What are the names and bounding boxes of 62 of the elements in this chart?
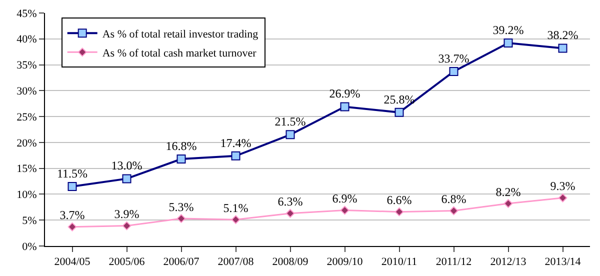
point xyxy=(504,38,513,48)
y-tick-label: 15% xyxy=(16,163,37,176)
point xyxy=(394,207,404,216)
x-tick-label: 2007/08 xyxy=(218,256,254,268)
x-tick-label: 2012/13 xyxy=(490,256,527,268)
data-label: 9.3% xyxy=(550,179,576,194)
y-tick-label: 0% xyxy=(22,240,37,253)
data-label: 6.6% xyxy=(386,193,412,208)
point xyxy=(176,214,186,223)
data-label: 16.8% xyxy=(166,139,197,154)
point xyxy=(340,102,350,112)
data-label: 5.1% xyxy=(223,200,248,215)
x-tick-label: 2009/10 xyxy=(326,256,364,268)
data-label: 39.2% xyxy=(492,23,524,38)
point xyxy=(449,206,458,216)
y-tick-label: 35% xyxy=(16,60,37,72)
x-tick-label: 2006/07 xyxy=(163,256,200,268)
data-label: 6.9% xyxy=(332,192,358,206)
legend-label: As % of total retail investor trading xyxy=(102,28,259,40)
x-tick-label: 2011/12 xyxy=(436,256,472,268)
point xyxy=(122,221,132,230)
point xyxy=(176,154,186,164)
data-label: 6.8% xyxy=(441,192,466,206)
point xyxy=(231,215,240,224)
data-label: 11.5% xyxy=(56,166,88,180)
x-tick-label: 2008/09 xyxy=(272,256,309,268)
point xyxy=(558,193,568,202)
y-tick-label: 20% xyxy=(16,137,37,150)
point xyxy=(68,222,77,232)
point xyxy=(68,182,77,191)
data-label: 3.9% xyxy=(114,207,140,222)
data-label: 33.7% xyxy=(438,52,470,66)
x-tick-label: 2010/11 xyxy=(381,256,418,268)
point xyxy=(449,67,458,76)
y-tick-label: 30% xyxy=(16,86,37,98)
point xyxy=(558,44,568,53)
y-tick-label: 25% xyxy=(16,111,37,124)
data-label: 6.3% xyxy=(278,194,303,209)
x-tick-label: 2013/14 xyxy=(544,256,582,268)
data-label: 25.8% xyxy=(384,92,415,106)
point xyxy=(231,151,240,160)
legend-label: As % of total cash market turnover xyxy=(102,47,257,60)
point xyxy=(504,199,513,208)
y-tick-label: 45% xyxy=(16,8,37,20)
data-label: 21.5% xyxy=(274,114,306,129)
data-label: 38.2% xyxy=(547,28,578,42)
point xyxy=(394,108,404,117)
data-label: 26.9% xyxy=(329,86,360,101)
point xyxy=(286,208,295,218)
x-tick-label: 2004/05 xyxy=(54,256,91,268)
point xyxy=(340,206,350,215)
point xyxy=(286,130,295,140)
data-label: 17.4% xyxy=(220,136,252,150)
data-label: 8.2% xyxy=(496,184,521,199)
data-label: 5.3% xyxy=(168,200,194,214)
data-label: 3.7% xyxy=(60,208,85,222)
y-tick-label: 5% xyxy=(22,214,37,227)
point xyxy=(122,174,132,184)
y-tick-label: 40% xyxy=(16,34,37,46)
x-tick-label: 2005/06 xyxy=(108,256,146,268)
data-label: 13.0% xyxy=(111,158,142,173)
y-tick-label: 10% xyxy=(16,189,37,202)
